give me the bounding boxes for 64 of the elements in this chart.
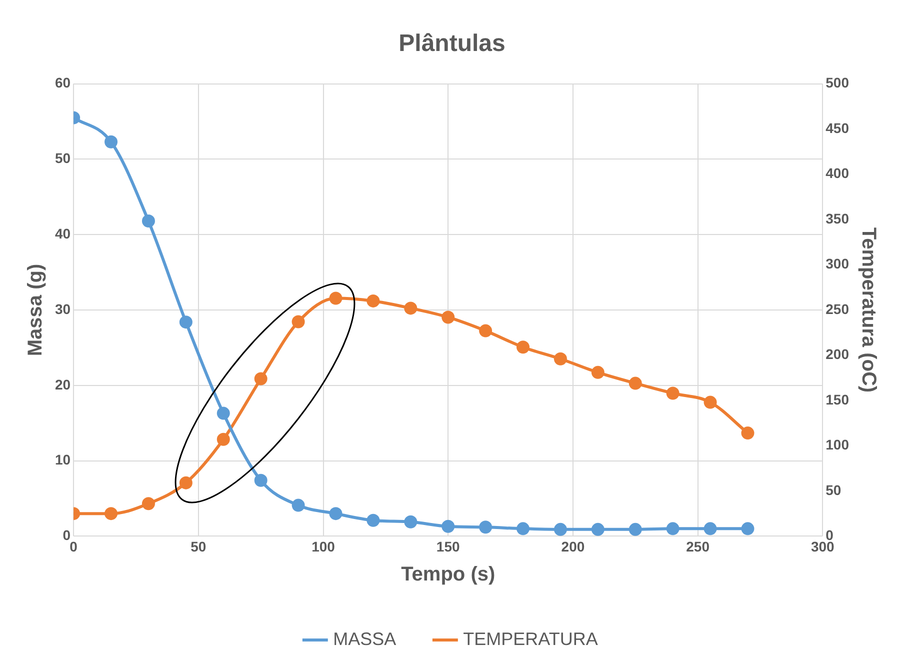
point <box>591 366 604 379</box>
point <box>104 507 118 520</box>
point <box>292 315 305 328</box>
point <box>666 522 680 536</box>
x-tick-label: 200 <box>561 538 585 554</box>
point <box>216 432 230 446</box>
legend-label: MASSA <box>333 628 396 649</box>
point <box>404 302 418 315</box>
point <box>479 520 492 534</box>
point <box>292 498 305 512</box>
y2-tick-label: 400 <box>826 165 850 182</box>
point <box>254 474 268 487</box>
point <box>554 352 567 366</box>
y-tick-label: 0 <box>62 527 71 544</box>
y2-tick-label: 200 <box>826 346 850 362</box>
point <box>142 214 155 228</box>
y-tick-label: 20 <box>54 376 71 392</box>
y2-tick-label: 150 <box>826 391 850 408</box>
point <box>179 316 192 329</box>
legend-label: TEMPERATURA <box>463 628 598 649</box>
y-tick-label: 10 <box>54 452 71 468</box>
point <box>366 294 380 308</box>
point <box>442 310 455 324</box>
y2-tick-label: 50 <box>826 482 842 498</box>
point <box>479 324 492 338</box>
point <box>516 340 530 354</box>
point <box>704 522 717 536</box>
y-tick-label: 30 <box>54 300 71 317</box>
y2-tick-label: 350 <box>826 210 850 226</box>
x-axis-title: Tempo (s) <box>401 564 496 586</box>
point <box>628 522 642 536</box>
y2-axis-title: Temperatura (oC) <box>857 227 880 393</box>
chart-title: Plântulas <box>398 30 506 58</box>
y-axis-title: Massa (g) <box>24 264 47 356</box>
point <box>404 515 418 528</box>
y-tick-label: 60 <box>54 74 71 91</box>
point <box>741 522 754 536</box>
x-tick-label: 50 <box>190 538 206 554</box>
point <box>254 372 268 386</box>
point <box>366 514 380 527</box>
point <box>741 426 754 440</box>
point <box>329 507 342 520</box>
y2-tick-label: 250 <box>826 300 850 317</box>
y2-tick-label: 300 <box>826 256 850 272</box>
x-tick-label: 250 <box>686 538 710 554</box>
point <box>179 476 192 490</box>
point <box>104 135 118 148</box>
point <box>142 497 155 510</box>
point <box>442 520 455 533</box>
point <box>591 522 604 536</box>
y-tick-label: 40 <box>54 225 71 242</box>
y2-tick-label: 450 <box>826 120 850 136</box>
point <box>516 522 530 536</box>
point <box>666 386 680 400</box>
point <box>554 522 567 536</box>
point <box>628 376 642 390</box>
y2-tick-label: 100 <box>826 436 850 453</box>
point <box>704 396 717 409</box>
point <box>329 292 342 305</box>
x-tick-label: 100 <box>312 538 336 554</box>
x-tick-label: 150 <box>436 538 460 554</box>
y2-tick-label: 500 <box>826 74 850 91</box>
point <box>216 406 230 420</box>
y-tick-label: 50 <box>54 150 71 166</box>
